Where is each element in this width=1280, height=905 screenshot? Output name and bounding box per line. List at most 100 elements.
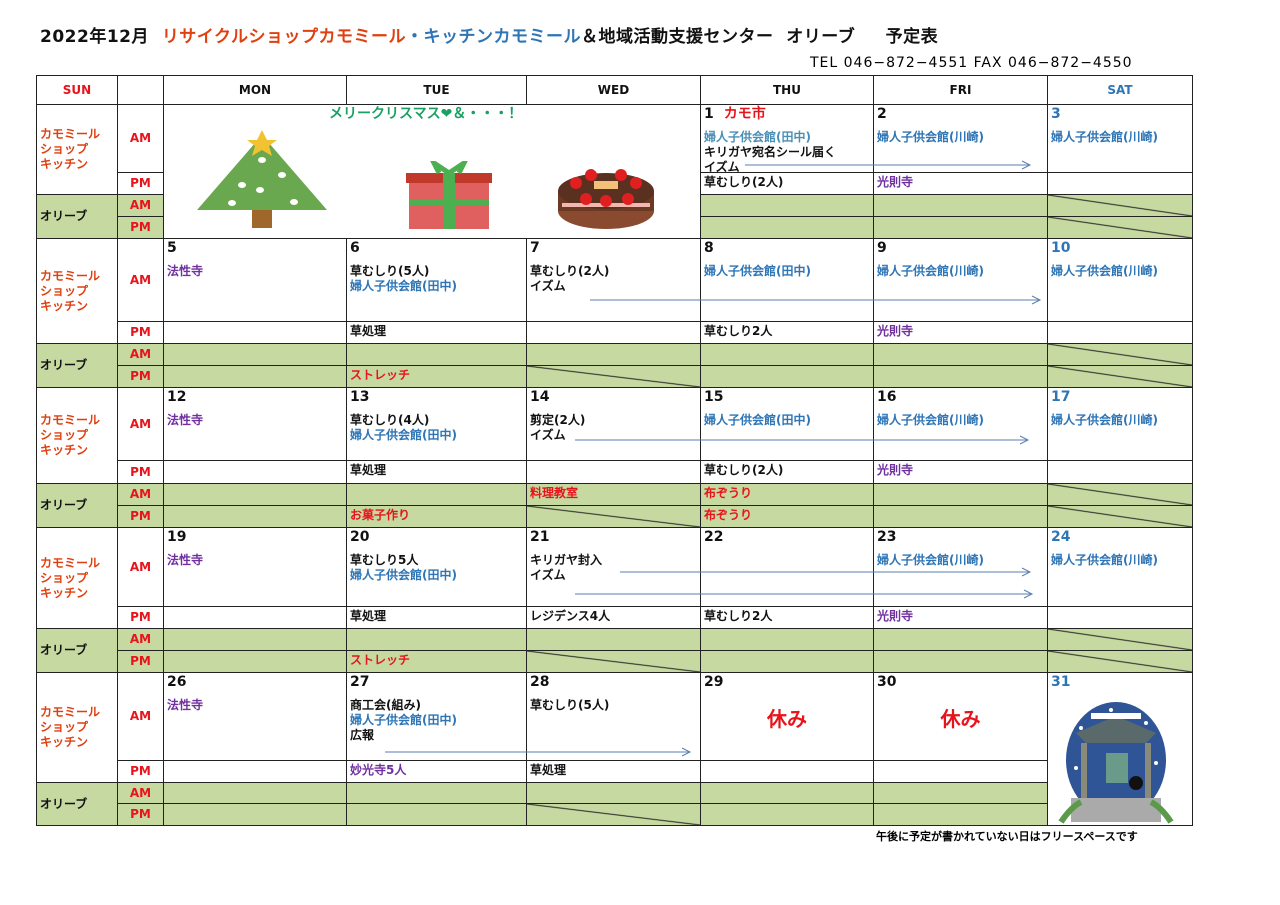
- olive-am-cell: [1047, 343, 1193, 366]
- event-text: 光則寺: [877, 609, 914, 623]
- ampm-text: AM: [129, 198, 152, 212]
- day-cell-pm: 妙光寺5人: [346, 760, 527, 783]
- day-cell-am: 23 婦人子供会館(川崎): [873, 527, 1048, 607]
- olive-pm-cell: [163, 650, 347, 673]
- olive-pm-cell: [873, 505, 1048, 528]
- day-cell-pm: [1047, 172, 1193, 195]
- day-cell-pm: レジデンス4人: [526, 606, 701, 629]
- closed-label: 休み: [767, 707, 807, 731]
- event-text: 婦人子供会館(田中): [350, 568, 457, 582]
- day-cell-am: 10 婦人子供会館(川崎): [1047, 238, 1193, 322]
- day-cell-pm: 光則寺: [873, 321, 1048, 344]
- olive-pm-cell: [163, 365, 347, 388]
- date-number: 14: [530, 389, 550, 405]
- olive-pm-cell: [526, 365, 701, 388]
- olive-am-cell: [700, 628, 874, 651]
- date-number: 6: [350, 240, 360, 256]
- date-number: 30: [877, 674, 897, 690]
- event-text: イズム: [704, 160, 740, 173]
- event-text: キリガヤ宛名シール届く: [704, 145, 837, 159]
- ampm-text: AM: [129, 632, 152, 646]
- date-number: 9: [877, 240, 887, 256]
- olive-am-cell: [163, 343, 347, 366]
- ampm-label: PM: [117, 365, 164, 388]
- event-text: 法性寺: [167, 264, 204, 278]
- row-label-shop: カモミール ショップ キッチン: [36, 527, 118, 629]
- day-cell-am: 6 草むしり(5人) 婦人子供会館(田中): [346, 238, 527, 322]
- weekday-label: THU: [773, 83, 801, 97]
- ampm-label: AM: [117, 238, 164, 322]
- event-text: 婦人子供会館(田中): [350, 279, 457, 293]
- date-number: 31: [1051, 674, 1071, 690]
- event-text: 草処理: [350, 463, 387, 477]
- title-part: ＆地域活動支援センター オリーブ 予定表: [580, 27, 939, 47]
- ampm-text: AM: [129, 416, 152, 431]
- ampm-label: PM: [117, 803, 164, 826]
- date-number: 15: [704, 389, 724, 405]
- olive-pm-cell: [526, 803, 701, 826]
- ampm-label: AM: [117, 483, 164, 506]
- date-number: 19: [167, 529, 187, 545]
- olive-am-cell: 布ぞうり: [700, 483, 874, 506]
- day-cell-am: 14 剪定(2人) イズム: [526, 387, 701, 461]
- olive-am-cell: [346, 628, 527, 651]
- olive-pm-cell: [1047, 650, 1193, 673]
- event-text: 婦人子供会館(川崎): [1051, 413, 1158, 427]
- olive-pm-cell: [700, 650, 874, 673]
- olive-am-cell: [873, 483, 1048, 506]
- day-cell-am: 3 婦人子供会館(川崎): [1047, 104, 1193, 173]
- christmas-tree-icon: [197, 130, 327, 228]
- event-text: レジデンス4人: [530, 609, 611, 623]
- olive-pm-cell: [346, 803, 527, 826]
- ampm-label: AM: [117, 628, 164, 651]
- olive-am-cell: [873, 194, 1048, 217]
- event-text: 料理教室: [530, 486, 579, 500]
- event-text: 婦人子供会館(川崎): [1051, 264, 1158, 278]
- olive-am-cell: [163, 628, 347, 651]
- ampm-text: PM: [130, 654, 151, 668]
- temple-bell-icon: [1058, 702, 1174, 824]
- event-text: 光則寺: [877, 175, 914, 189]
- event-text: キリガヤ封入: [530, 553, 603, 567]
- olive-pm-cell: [1047, 365, 1193, 388]
- day-cell-am: 13 草むしり(4人) 婦人子供会館(田中): [346, 387, 527, 461]
- event-text: 草むしり(5人): [530, 698, 610, 712]
- date-number: 20: [350, 529, 370, 545]
- event-text: 草むしり(5人): [350, 264, 430, 278]
- olive-am-cell: [1047, 483, 1193, 506]
- olive-pm-cell: [1047, 505, 1193, 528]
- page-title: 2022年12月 リサイクルショップカモミール・キッチンカモミール＆地域活動支援…: [40, 22, 938, 47]
- date-number: 7: [530, 240, 540, 256]
- ampm-text: PM: [130, 764, 151, 778]
- ampm-text: AM: [129, 487, 152, 501]
- ampm-text: PM: [130, 325, 151, 339]
- row-label-shop: カモミール ショップ キッチン: [36, 104, 118, 195]
- ampm-text: PM: [130, 176, 151, 190]
- shop-label: カモミール ショップ キッチン: [40, 268, 101, 313]
- olive-label: オリーブ: [40, 796, 88, 811]
- event-text: 婦人子供会館(川崎): [877, 553, 984, 567]
- day-cell-pm: 草処理: [526, 760, 701, 783]
- contact-info: TEL 046−872−4551 FAX 046−872−4550: [810, 55, 1133, 71]
- event-text: 婦人子供会館(川崎): [877, 413, 984, 427]
- event-text: 草処理: [530, 763, 567, 777]
- day-cell-pm: 草処理: [346, 321, 527, 344]
- ampm-label: PM: [117, 505, 164, 528]
- day-cell-am: 16 婦人子供会館(川崎): [873, 387, 1048, 461]
- shop-label: カモミール ショップ キッチン: [40, 555, 101, 600]
- day-cell-am: 15 婦人子供会館(田中): [700, 387, 874, 461]
- row-label-shop: カモミール ショップ キッチン: [36, 238, 118, 344]
- weekday-header: FRI: [873, 75, 1048, 105]
- title-part: ・キッチンカモミール: [405, 27, 581, 47]
- day-cell-am: 9 婦人子供会館(川崎): [873, 238, 1048, 322]
- event-text: ストレッチ: [350, 368, 411, 382]
- day-cell-am: 2 婦人子供会館(川崎): [873, 104, 1048, 173]
- olive-label: オリーブ: [40, 498, 88, 512]
- olive-am-cell: [700, 343, 874, 366]
- date-number: 24: [1051, 529, 1071, 545]
- event-text: 法性寺: [167, 413, 204, 427]
- ampm-label: AM: [117, 387, 164, 461]
- olive-label: オリーブ: [40, 209, 88, 223]
- day-cell-pm: [163, 760, 347, 783]
- event-text: 草処理: [350, 609, 387, 623]
